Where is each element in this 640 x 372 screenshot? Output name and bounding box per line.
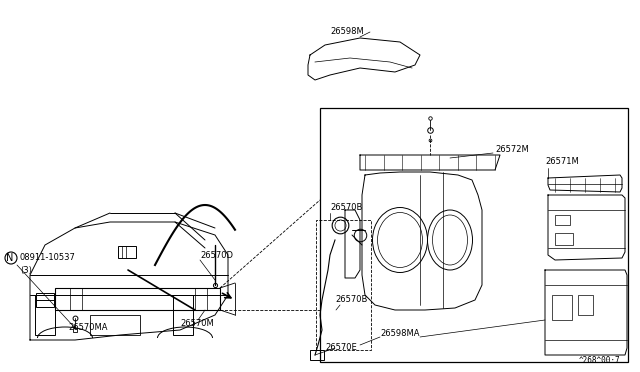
Text: 26572M: 26572M [495, 145, 529, 154]
Bar [36, 293, 54, 307]
Bar [118, 246, 136, 258]
Text: 26570M: 26570M [180, 318, 214, 327]
Bar [35, 295, 55, 335]
Bar [310, 350, 324, 360]
Text: 26570MA: 26570MA [68, 324, 108, 333]
Text: 26598MA: 26598MA [380, 328, 419, 337]
Text: 26571M: 26571M [545, 157, 579, 167]
Bar [555, 215, 570, 225]
Text: 26570B: 26570B [335, 295, 367, 305]
Bar [90, 315, 140, 335]
Text: 26598M: 26598M [330, 28, 364, 36]
Bar [555, 233, 573, 245]
Bar [552, 295, 572, 320]
Text: (3): (3) [20, 266, 32, 275]
Text: 08911-10537: 08911-10537 [20, 253, 76, 263]
Text: N: N [6, 253, 13, 263]
Text: 26570D: 26570D [200, 250, 233, 260]
Bar [316, 220, 371, 350]
Text: 26570E: 26570E [325, 343, 356, 353]
Text: 26570B: 26570B [330, 203, 362, 212]
Text: ^268^00·7: ^268^00·7 [579, 356, 620, 365]
Bar [578, 295, 593, 315]
Bar [173, 295, 193, 335]
Bar [320, 108, 628, 362]
